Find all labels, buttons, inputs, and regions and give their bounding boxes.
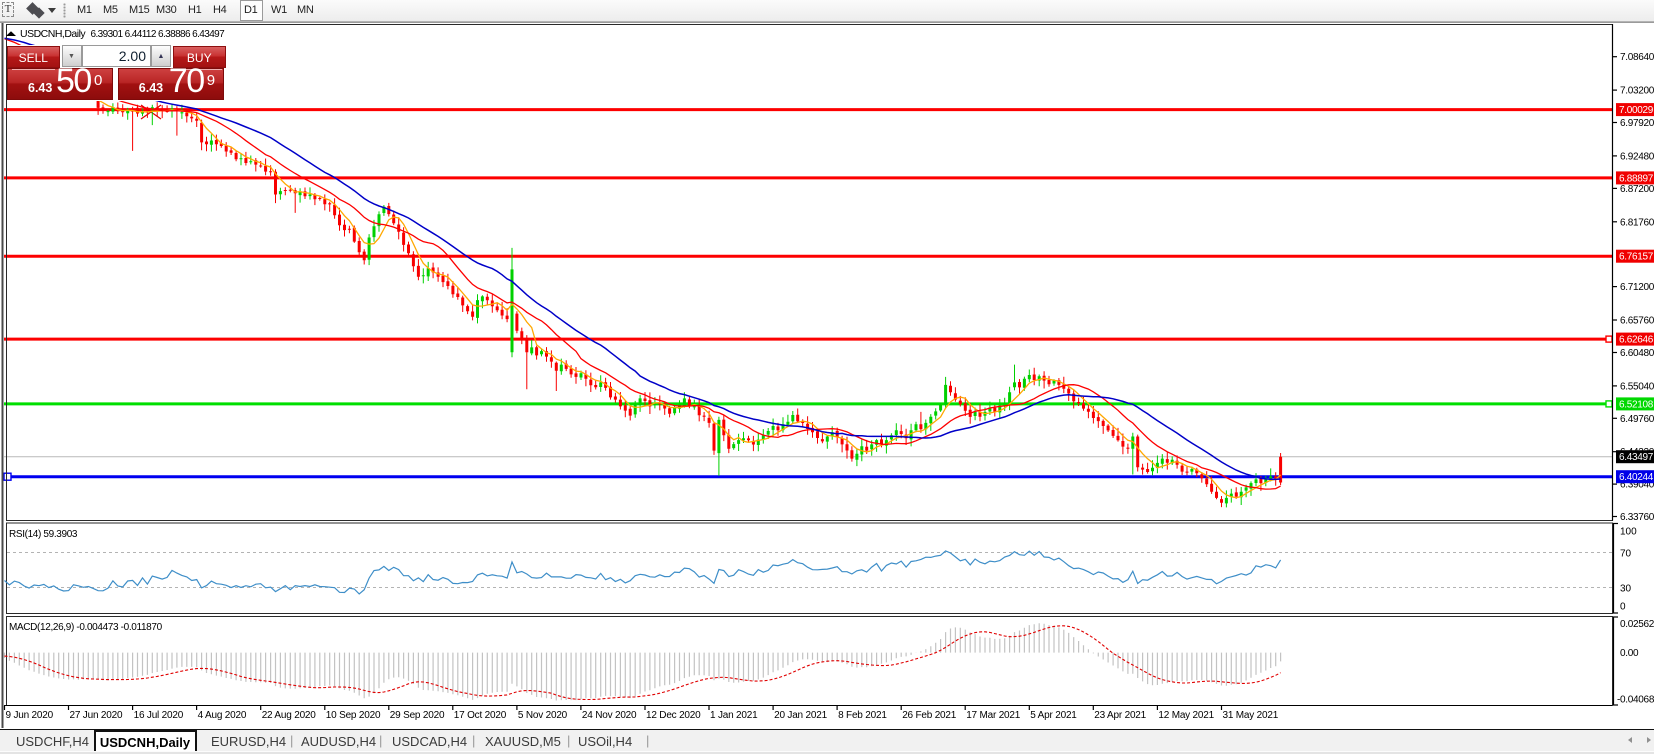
svg-text:17 Oct 2020: 17 Oct 2020 bbox=[454, 710, 507, 721]
svg-text:17 Mar 2021: 17 Mar 2021 bbox=[966, 710, 1021, 721]
svg-text:6.55040: 6.55040 bbox=[1620, 381, 1654, 392]
svg-text:8 Feb 2021: 8 Feb 2021 bbox=[838, 710, 887, 721]
svg-text:6.65760: 6.65760 bbox=[1620, 316, 1654, 327]
svg-text:6.76157: 6.76157 bbox=[1619, 252, 1654, 263]
svg-text:24 Nov 2020: 24 Nov 2020 bbox=[582, 710, 637, 721]
svg-text:7.08640: 7.08640 bbox=[1620, 52, 1654, 63]
svg-text:1 Jan 2021: 1 Jan 2021 bbox=[710, 710, 758, 721]
svg-text:7.03200: 7.03200 bbox=[1620, 86, 1654, 97]
svg-text:7.00029: 7.00029 bbox=[1619, 105, 1654, 116]
svg-text:5 Nov 2020: 5 Nov 2020 bbox=[518, 710, 568, 721]
svg-text:6.52108: 6.52108 bbox=[1619, 399, 1654, 410]
svg-text:6.33760: 6.33760 bbox=[1620, 512, 1654, 523]
svg-text:6.39040: 6.39040 bbox=[1620, 480, 1654, 491]
svg-text:12 May 2021: 12 May 2021 bbox=[1158, 710, 1214, 721]
svg-text:6.62646: 6.62646 bbox=[1619, 335, 1654, 346]
svg-text:20 Jan 2021: 20 Jan 2021 bbox=[774, 710, 827, 721]
svg-text:6.60480: 6.60480 bbox=[1620, 348, 1654, 359]
svg-text:6.49760: 6.49760 bbox=[1620, 414, 1654, 425]
svg-text:6.88897: 6.88897 bbox=[1619, 173, 1654, 184]
svg-text:10 Sep 2020: 10 Sep 2020 bbox=[326, 710, 381, 721]
svg-text:27 Jun 2020: 27 Jun 2020 bbox=[70, 710, 123, 721]
svg-text:0: 0 bbox=[1620, 602, 1626, 613]
svg-text:RSI(14) 59.3903: RSI(14) 59.3903 bbox=[9, 529, 78, 540]
svg-text:9 Jun 2020: 9 Jun 2020 bbox=[6, 710, 54, 721]
svg-text:6.92480: 6.92480 bbox=[1620, 151, 1654, 162]
svg-text:0.025623: 0.025623 bbox=[1620, 619, 1654, 630]
svg-text:22 Aug 2020: 22 Aug 2020 bbox=[262, 710, 317, 721]
svg-text:4 Aug 2020: 4 Aug 2020 bbox=[198, 710, 247, 721]
svg-text:MACD(12,26,9) -0.004473 -0.011: MACD(12,26,9) -0.004473 -0.011870 bbox=[9, 622, 163, 633]
svg-text:30: 30 bbox=[1620, 584, 1632, 595]
svg-text:6.71200: 6.71200 bbox=[1620, 282, 1654, 293]
svg-text:6.39301 6.44112 6.38886 6.4349: 6.39301 6.44112 6.38886 6.43497 bbox=[91, 29, 226, 40]
svg-text:31 May 2021: 31 May 2021 bbox=[1223, 710, 1279, 721]
svg-text:12 Dec 2020: 12 Dec 2020 bbox=[646, 710, 701, 721]
svg-text:6.97920: 6.97920 bbox=[1620, 118, 1654, 129]
svg-text:100: 100 bbox=[1620, 527, 1637, 538]
svg-text:USDCNH,Daily: USDCNH,Daily bbox=[20, 28, 86, 40]
svg-text:6.87200: 6.87200 bbox=[1620, 184, 1654, 195]
svg-text:6.40244: 6.40244 bbox=[1619, 472, 1654, 483]
svg-text:29 Sep 2020: 29 Sep 2020 bbox=[390, 710, 445, 721]
svg-text:23 Apr 2021: 23 Apr 2021 bbox=[1094, 710, 1146, 721]
svg-text:0.00: 0.00 bbox=[1620, 648, 1639, 659]
svg-text:6.43497: 6.43497 bbox=[1619, 452, 1654, 463]
svg-text:70: 70 bbox=[1620, 549, 1632, 560]
svg-text:26 Feb 2021: 26 Feb 2021 bbox=[902, 710, 957, 721]
svg-text:5 Apr 2021: 5 Apr 2021 bbox=[1030, 710, 1077, 721]
svg-text:6.81760: 6.81760 bbox=[1620, 217, 1654, 228]
svg-text:16 Jul 2020: 16 Jul 2020 bbox=[134, 710, 184, 721]
